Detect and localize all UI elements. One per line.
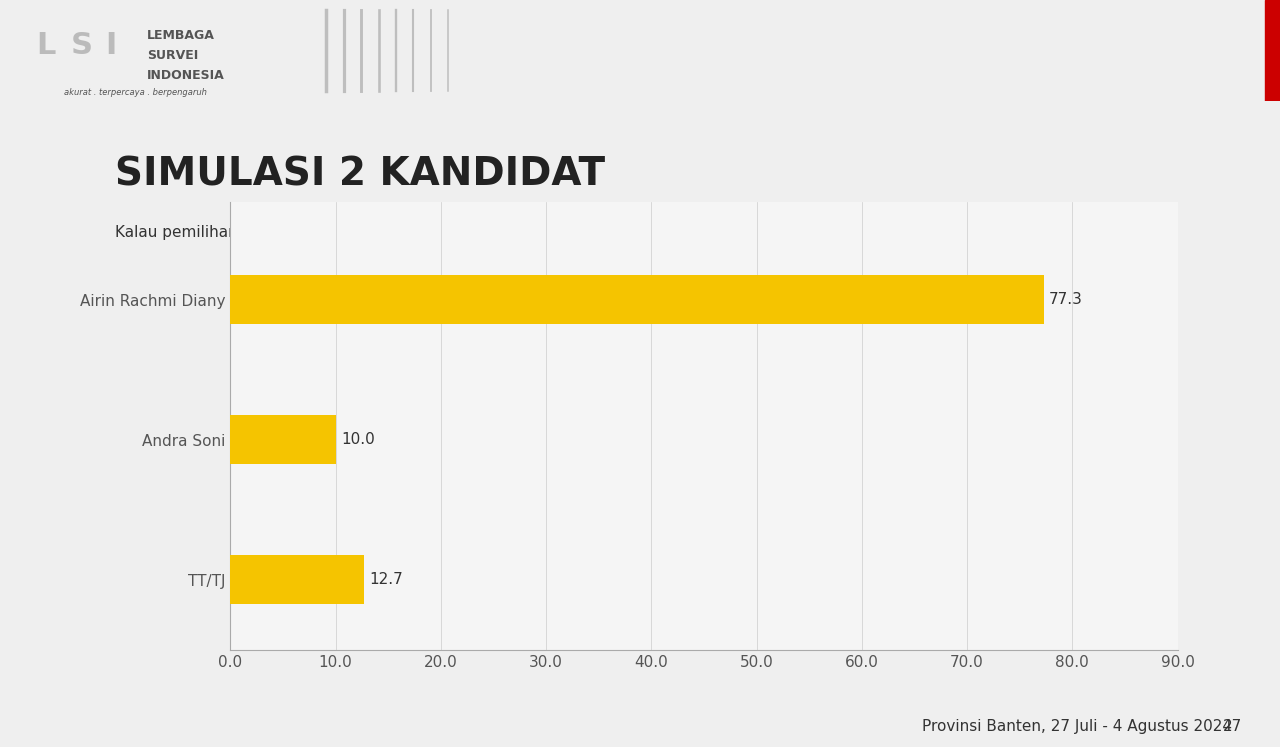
- Bar: [230, 555, 364, 604]
- Bar: [1265, 0, 1280, 101]
- Text: SURVEI: SURVEI: [147, 49, 198, 62]
- Text: L: L: [36, 31, 55, 60]
- Bar: [230, 415, 335, 465]
- Text: Provinsi Banten, 27 Juli - 4 Agustus 2024: Provinsi Banten, 27 Juli - 4 Agustus 202…: [922, 719, 1231, 734]
- Text: SIMULASI 2 KANDIDAT: SIMULASI 2 KANDIDAT: [115, 155, 605, 193]
- Bar: [230, 275, 1044, 324]
- Text: I: I: [105, 31, 116, 60]
- Text: Kalau pemilihan langsung Gubernur Banten diadakan hari ini, siapa yang akan Ibu/: Kalau pemilihan langsung Gubernur Banten…: [115, 225, 1107, 240]
- Text: 12.7: 12.7: [370, 572, 403, 587]
- Text: 10.0: 10.0: [340, 433, 375, 447]
- Text: 27: 27: [1222, 719, 1242, 734]
- Text: INDONESIA: INDONESIA: [147, 69, 225, 82]
- Text: LEMBAGA: LEMBAGA: [147, 29, 215, 42]
- Text: S: S: [70, 31, 92, 60]
- Text: 77.3: 77.3: [1050, 292, 1083, 307]
- Text: akurat . terpercaya . berpengaruh: akurat . terpercaya . berpengaruh: [64, 88, 207, 97]
